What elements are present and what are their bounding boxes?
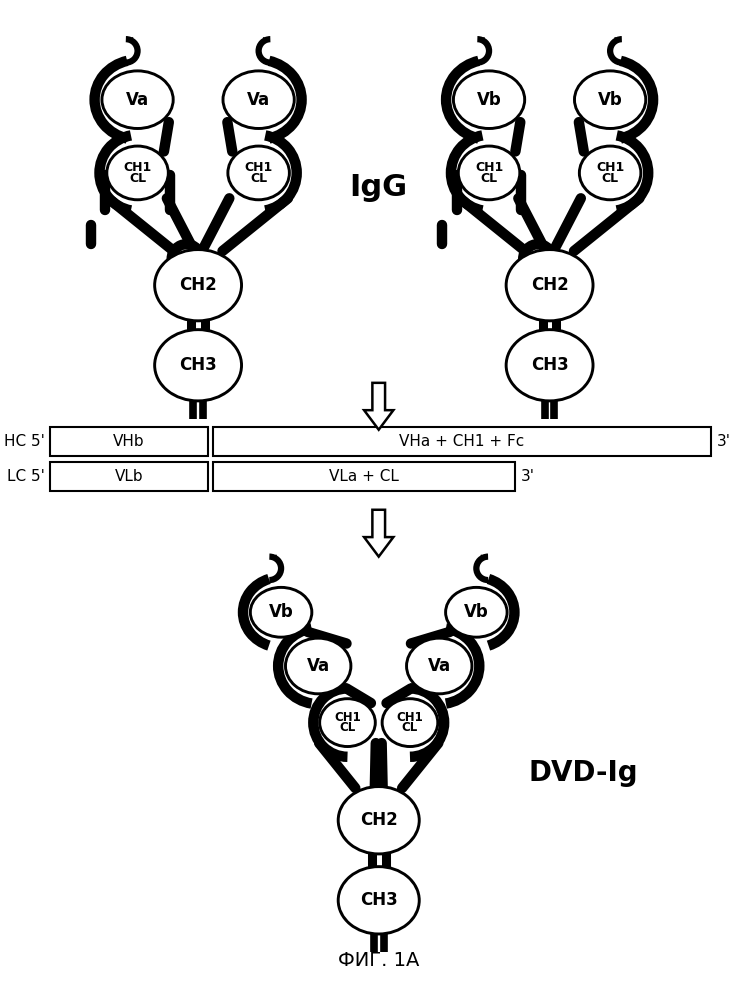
Text: CL: CL — [339, 721, 355, 734]
Bar — [213, 462, 515, 491]
Text: IgG: IgG — [350, 173, 408, 202]
Text: CL: CL — [402, 721, 418, 734]
Ellipse shape — [340, 868, 418, 933]
Text: Vb: Vb — [598, 91, 622, 109]
Text: DVD-Ig: DVD-Ig — [529, 759, 638, 787]
Bar — [50, 427, 208, 456]
Text: 3': 3' — [521, 469, 535, 484]
Text: CH1: CH1 — [245, 161, 273, 174]
Text: VLa + CL: VLa + CL — [329, 469, 399, 484]
Ellipse shape — [405, 637, 474, 695]
Text: CH1: CH1 — [596, 161, 624, 174]
Text: HC 5': HC 5' — [4, 434, 45, 449]
Ellipse shape — [109, 148, 167, 198]
Ellipse shape — [508, 251, 591, 319]
Ellipse shape — [156, 331, 240, 399]
Text: CL: CL — [250, 172, 268, 185]
Text: Vb: Vb — [269, 603, 293, 621]
Ellipse shape — [455, 72, 523, 127]
Text: CH1: CH1 — [123, 161, 151, 174]
Ellipse shape — [460, 148, 518, 198]
Ellipse shape — [508, 331, 591, 399]
Ellipse shape — [321, 700, 374, 745]
Ellipse shape — [452, 69, 526, 130]
Text: CH1: CH1 — [397, 711, 423, 724]
Ellipse shape — [337, 865, 420, 935]
Ellipse shape — [581, 148, 639, 198]
Bar — [50, 462, 208, 491]
Ellipse shape — [106, 145, 170, 201]
Ellipse shape — [252, 589, 310, 636]
Ellipse shape — [573, 69, 647, 130]
Text: Vb: Vb — [464, 603, 488, 621]
Text: CH3: CH3 — [180, 356, 217, 374]
Ellipse shape — [447, 589, 505, 636]
Ellipse shape — [505, 248, 594, 322]
Text: CL: CL — [129, 172, 146, 185]
Text: CH3: CH3 — [360, 891, 398, 909]
Ellipse shape — [153, 248, 243, 322]
Ellipse shape — [103, 72, 171, 127]
Text: CH2: CH2 — [180, 276, 217, 294]
Polygon shape — [364, 383, 393, 430]
Ellipse shape — [444, 586, 508, 639]
Ellipse shape — [505, 328, 594, 402]
Text: Va: Va — [428, 657, 451, 675]
Ellipse shape — [153, 328, 243, 402]
Text: CL: CL — [480, 172, 497, 185]
Text: CH2: CH2 — [360, 811, 398, 829]
Text: Vb: Vb — [477, 91, 502, 109]
Text: CL: CL — [602, 172, 619, 185]
Ellipse shape — [225, 72, 293, 127]
Text: ФИГ. 1А: ФИГ. 1А — [338, 951, 420, 970]
Ellipse shape — [101, 69, 174, 130]
Text: LC 5': LC 5' — [7, 469, 45, 484]
Ellipse shape — [226, 145, 291, 201]
Text: Va: Va — [247, 91, 270, 109]
Ellipse shape — [156, 251, 240, 319]
Text: VLb: VLb — [115, 469, 143, 484]
Ellipse shape — [381, 697, 439, 748]
Text: CH1: CH1 — [475, 161, 503, 174]
Text: VHa + CH1 + Fc: VHa + CH1 + Fc — [399, 434, 525, 449]
Ellipse shape — [576, 72, 644, 127]
Ellipse shape — [340, 788, 418, 852]
Text: CH3: CH3 — [531, 356, 568, 374]
Text: 3': 3' — [717, 434, 731, 449]
Ellipse shape — [408, 640, 471, 692]
Ellipse shape — [284, 637, 353, 695]
Text: CH2: CH2 — [531, 276, 568, 294]
Ellipse shape — [457, 145, 521, 201]
Ellipse shape — [337, 785, 420, 855]
Text: Va: Va — [126, 91, 149, 109]
Text: CH1: CH1 — [334, 711, 361, 724]
Ellipse shape — [287, 640, 350, 692]
Ellipse shape — [578, 145, 642, 201]
Bar — [213, 427, 711, 456]
Text: Va: Va — [307, 657, 330, 675]
Ellipse shape — [222, 69, 296, 130]
Text: VHb: VHb — [113, 434, 145, 449]
Ellipse shape — [319, 697, 377, 748]
Ellipse shape — [384, 700, 436, 745]
Ellipse shape — [229, 148, 288, 198]
Polygon shape — [364, 510, 393, 557]
Ellipse shape — [249, 586, 313, 639]
